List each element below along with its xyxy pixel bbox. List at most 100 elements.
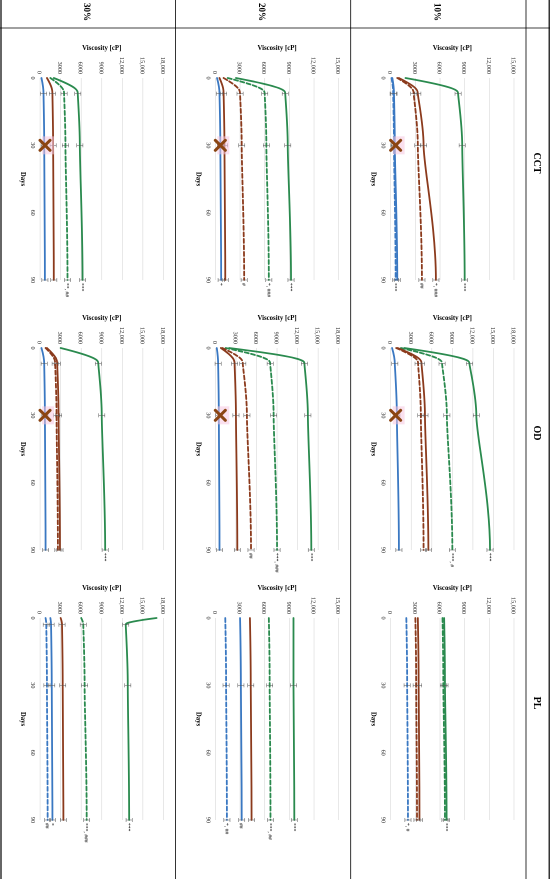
- chart-panel-cct-2: 0 3000 6000 9000 12,000 15,000 18,000 0 30 60 90 Da…: [19, 45, 166, 297]
- x-axis-label: Days: [19, 442, 26, 457]
- x-axis-label: Days: [194, 172, 201, 187]
- y-tick-label: 3000: [56, 332, 63, 344]
- y-tick-label: 9000: [273, 332, 280, 344]
- y-tick-label: 0: [386, 341, 393, 344]
- chart-panel-pl-2: 0 3000 6000 9000 12,000 15,000 18,000 0 30 60 90 Da…: [19, 585, 166, 843]
- y-tick-label: 0: [36, 611, 43, 614]
- series-line-brown-dashed: [222, 77, 246, 281]
- x-tick-label: 90: [29, 547, 36, 553]
- y-tick-label: 6000: [260, 602, 267, 614]
- x-tick-label: 60: [380, 210, 387, 216]
- y-tick-label: 18,000: [159, 597, 166, 614]
- x-tick-label: 0: [380, 346, 387, 349]
- y-axis-label: Viscosity [cP]: [257, 315, 296, 322]
- series-line-green-dashed: [226, 77, 270, 281]
- y-tick-label: 0: [211, 341, 218, 344]
- y-tick-label: 0: [36, 71, 43, 74]
- x-tick-label: 60: [29, 210, 36, 216]
- y-tick-label: 12,000: [118, 597, 125, 614]
- series-line-blue-dashed: [44, 617, 49, 821]
- x-tick-label: 90: [380, 547, 387, 553]
- significance-label: ***: [290, 823, 296, 832]
- y-tick-label: 15,000: [510, 57, 517, 74]
- y-tick-label: 6000: [436, 602, 443, 614]
- series-line-brown-solid: [396, 347, 430, 551]
- series-line-blue-solid: [40, 77, 46, 281]
- series-line-blue-solid: [49, 617, 54, 821]
- y-tick-label: 15,000: [138, 57, 145, 74]
- y-tick-label: 9000: [97, 62, 104, 74]
- y-tick-label: 3000: [411, 602, 418, 614]
- series-line-brown-solid: [59, 617, 65, 821]
- y-axis-label: Viscosity [cP]: [433, 45, 472, 52]
- series-line-green-solid: [292, 617, 296, 821]
- series-line-blue-solid: [216, 77, 223, 281]
- y-tick-label: 9000: [448, 332, 455, 344]
- y-tick-label: 12,000: [310, 597, 317, 614]
- series-line-green-dashed: [49, 77, 69, 281]
- significance-label: ***: [307, 553, 313, 562]
- y-tick-label: 3000: [231, 332, 238, 344]
- y-tick-label: 15,000: [334, 597, 341, 614]
- x-tick-label: 30: [29, 142, 36, 148]
- x-tick-label: 0: [380, 616, 387, 619]
- y-tick-label: 3000: [236, 62, 243, 74]
- y-tick-label: 6000: [252, 332, 259, 344]
- x-tick-label: 60: [204, 750, 211, 756]
- x-tick-label: 30: [380, 412, 387, 418]
- y-axis-label: Viscosity [cP]: [433, 315, 472, 322]
- y-tick-label: 6000: [427, 332, 434, 344]
- series-line-brown-solid: [398, 77, 437, 281]
- series-line-green-dashed: [224, 347, 278, 551]
- series-line-blue-solid: [40, 347, 47, 551]
- x-tick-label: 0: [29, 616, 36, 619]
- y-tick-label: 12,000: [310, 57, 317, 74]
- y-axis-label: Viscosity [cP]: [257, 45, 296, 52]
- x-tick-label: 90: [204, 277, 211, 283]
- y-axis-label: Viscosity [cP]: [82, 315, 121, 322]
- significance-label: #: [240, 283, 246, 286]
- series-line-green-solid: [59, 347, 107, 551]
- significance-label: ***, ###: [273, 553, 279, 573]
- y-tick-label: 6000: [260, 62, 267, 74]
- y-axis-label: Viscosity [cP]: [257, 585, 296, 592]
- x-tick-label: 30: [204, 682, 211, 688]
- x-axis-label: Days: [194, 442, 201, 457]
- phase-separation-marker-icon: [389, 138, 403, 152]
- phase-separation-marker-icon: [38, 138, 52, 152]
- x-tick-label: 60: [29, 480, 36, 486]
- series-line-green-dashed: [441, 617, 446, 821]
- significance-label: *, ##: [223, 823, 229, 834]
- significance-label: *, #: [404, 823, 410, 832]
- phase-separation-marker-icon: [213, 138, 227, 152]
- y-tick-label: 3000: [56, 602, 63, 614]
- y-tick-label: 15,000: [334, 57, 341, 74]
- x-tick-label: 90: [29, 817, 36, 823]
- y-tick-label: 12,000: [293, 327, 300, 344]
- chart-panel-pl-0: 0 3000 6000 9000 12,000 15,000 0 30 60 90 Days Visc…: [370, 585, 517, 832]
- significance-label: ***: [125, 823, 131, 832]
- phase-separation-marker-icon: [213, 408, 227, 422]
- chart-panel-od-2: 0 3000 6000 9000 12,000 15,000 18,000 0 30 60 90 Da…: [19, 315, 166, 562]
- x-tick-label: 90: [380, 817, 387, 823]
- series-line-brown-dashed: [44, 347, 59, 551]
- y-axis-label: Viscosity [cP]: [82, 45, 121, 52]
- series-line-blue-dashed: [224, 617, 228, 821]
- x-tick-label: 0: [380, 76, 387, 79]
- y-tick-label: 0: [36, 341, 43, 344]
- series-line-brown-solid: [416, 617, 421, 821]
- phase-separation-marker-icon: [389, 408, 403, 422]
- row-label: 30%: [82, 3, 92, 21]
- x-tick-label: 90: [380, 277, 387, 283]
- x-tick-label: 60: [29, 750, 36, 756]
- y-tick-label: 6000: [77, 602, 84, 614]
- series-line-blue-solid: [391, 347, 400, 551]
- x-tick-label: 30: [380, 682, 387, 688]
- x-tick-label: 60: [380, 750, 387, 756]
- x-tick-label: 30: [29, 682, 36, 688]
- series-line-green-solid: [235, 77, 292, 281]
- y-tick-label: 12,000: [468, 327, 475, 344]
- significance-label: ##: [247, 553, 253, 559]
- y-tick-label: 0: [211, 71, 218, 74]
